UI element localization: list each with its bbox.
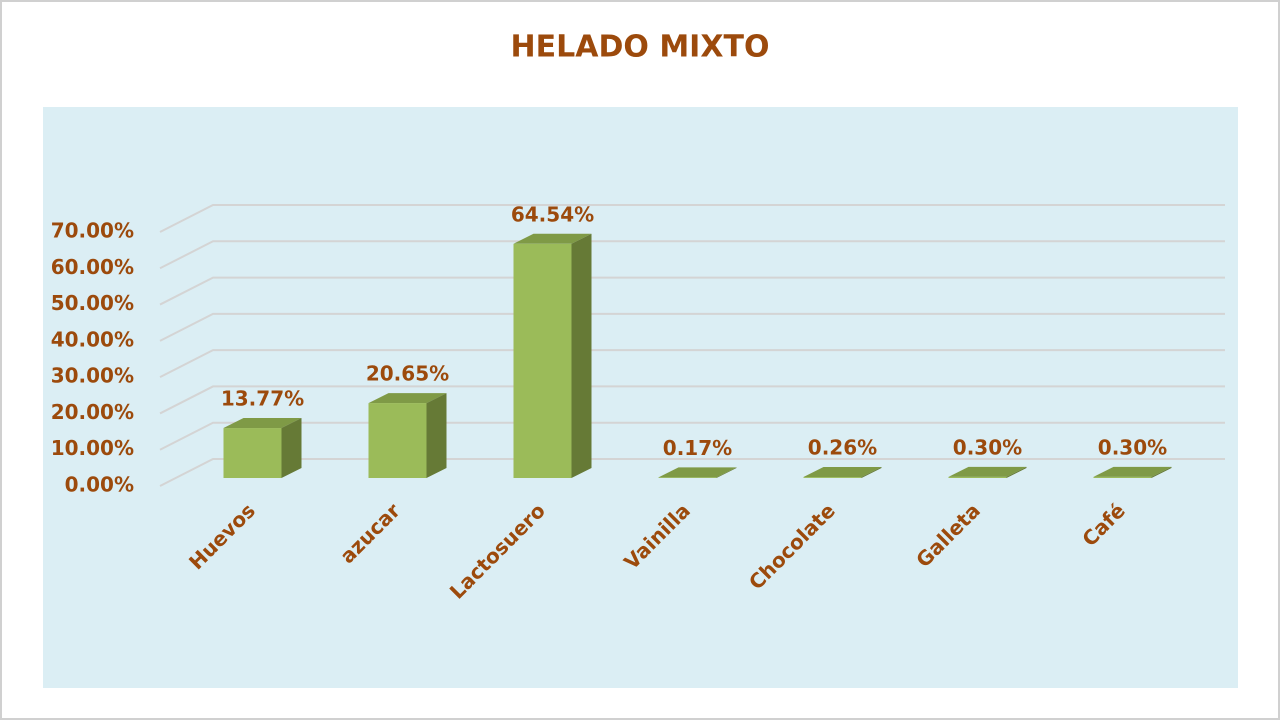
grid-line (159, 458, 1225, 487)
y-tick-label: 40.00% (51, 327, 134, 351)
bar (658, 477, 717, 478)
y-tick-label: 10.00% (51, 436, 134, 460)
bar-top (368, 393, 447, 404)
value-label: 20.65% (366, 362, 449, 386)
bar-top (1093, 466, 1172, 477)
bar-top (223, 418, 302, 429)
value-label: 0.30% (953, 435, 1022, 459)
bar-side (1151, 466, 1172, 478)
bar (948, 476, 1007, 478)
y-tick-label: 20.00% (51, 400, 134, 424)
value-label: 0.26% (808, 436, 877, 460)
grid-line (159, 312, 1225, 342)
plot-area (43, 107, 1238, 688)
bar-side (716, 467, 737, 478)
bar-top (948, 466, 1027, 477)
value-label: 0.30% (1098, 435, 1167, 459)
bar (513, 243, 572, 478)
value-label: 64.54% (511, 202, 594, 226)
bar-side (571, 233, 592, 478)
bar (1093, 476, 1152, 478)
bar-side (861, 467, 882, 478)
bar-top (513, 233, 592, 244)
y-tick-label: 30.00% (51, 364, 134, 388)
grid-line (159, 421, 1225, 451)
grid-line (159, 204, 1225, 233)
y-tick-label: 70.00% (51, 219, 134, 243)
grid-line (159, 385, 1225, 415)
bar (223, 428, 282, 478)
grid-line (159, 276, 1225, 306)
bar-top (803, 467, 882, 478)
chart-title: HELADO MIXTO (511, 30, 770, 65)
bar (368, 403, 427, 478)
y-tick-label: 0.00% (65, 473, 134, 497)
y-tick-label: 50.00% (51, 291, 134, 315)
value-label: 13.77% (221, 387, 304, 411)
value-label: 0.17% (663, 436, 732, 460)
y-tick-label: 60.00% (51, 255, 134, 279)
bar (803, 477, 862, 478)
bar-side (281, 418, 302, 478)
grid-line (159, 240, 1225, 270)
bar-side (1006, 466, 1027, 478)
bar-side (426, 393, 447, 478)
grid-line (159, 349, 1225, 379)
bar-top (658, 467, 737, 478)
